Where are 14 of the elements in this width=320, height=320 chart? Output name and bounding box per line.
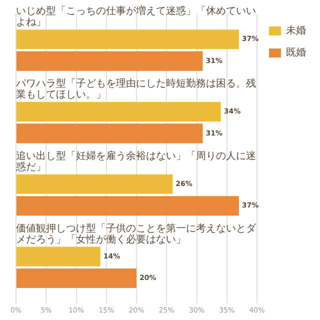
y-tick-label: いじめ型「こっちの仕事が増えて迷惑」「休めていいよね」 <box>16 5 256 28</box>
y-tick-label: 価値観押しつけ型「子供のことを第一に考えないとダメだろう」「女性が働く必要はない」 <box>16 222 257 246</box>
y-tick-label: パワハラ型「子どもを理由にした時短勤務は困る。残業もしてほしい。」 <box>15 78 256 101</box>
bar <box>16 246 100 266</box>
bar <box>16 268 136 288</box>
bar <box>16 124 203 144</box>
bar <box>16 30 239 50</box>
bar <box>16 174 173 194</box>
y-tick-label: 追い出し型「妊婦を雇う余裕はない」「周りの人に迷惑だ」 <box>15 150 256 173</box>
bar <box>16 51 203 71</box>
bar <box>16 102 221 122</box>
bar <box>16 196 239 216</box>
legend-label: 既婚 <box>286 48 306 59</box>
legend-label: 未婚 <box>286 24 306 37</box>
